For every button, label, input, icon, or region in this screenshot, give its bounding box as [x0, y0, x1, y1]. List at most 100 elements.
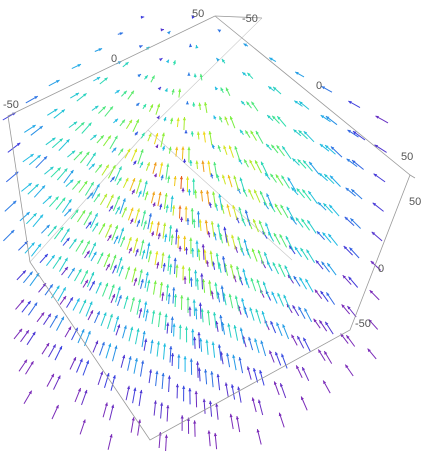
vector-arrowhead	[30, 154, 34, 158]
vector-arrowhead	[275, 351, 279, 356]
vector-arrowhead	[347, 306, 351, 310]
vector-arrowhead	[27, 300, 31, 305]
vector-arrowhead	[280, 383, 283, 387]
vector-arrowhead	[327, 263, 331, 267]
vector-arrowhead	[136, 102, 140, 107]
vector-arrowhead	[224, 382, 228, 386]
vector-arrowhead	[330, 175, 334, 179]
vector-arrowhead	[313, 318, 317, 323]
vector-arrowhead	[107, 135, 111, 139]
vector-arrowhead	[166, 163, 170, 167]
vector-arrowhead	[100, 371, 104, 375]
vector-arrowhead	[114, 118, 118, 123]
vector-arrowhead	[66, 139, 70, 143]
vector-arrowhead	[151, 75, 155, 79]
vector-arrowhead	[156, 341, 160, 345]
vector-arrowhead	[39, 214, 44, 219]
tick-label-c-neg50: -50	[355, 318, 371, 330]
vector-arrowhead	[191, 248, 195, 252]
vector-arrowhead	[308, 191, 312, 195]
vector-arrowhead	[306, 249, 310, 254]
vector-arrowhead	[130, 207, 134, 212]
vector-arrowhead	[198, 302, 202, 306]
vector-arrowhead	[242, 72, 246, 76]
vector-arrowhead	[155, 144, 158, 149]
vector-arrowhead	[113, 147, 117, 152]
vector-arrowhead	[91, 280, 95, 285]
vector-arrowhead	[227, 174, 231, 179]
vector-arrowhead	[123, 90, 127, 95]
vector-arrowhead	[134, 148, 137, 153]
vector-arrowhead	[169, 225, 173, 229]
vector-arrowhead	[190, 131, 194, 135]
vector-arrowhead	[68, 326, 72, 331]
vector-arrowhead	[181, 187, 185, 192]
vector-arrowhead	[122, 354, 126, 359]
vector-arrowhead	[257, 399, 261, 404]
vector-arrowhead	[53, 225, 57, 230]
vector-arrowhead	[239, 129, 244, 134]
vector-arrowhead	[219, 116, 223, 120]
vector-arrowhead	[55, 405, 59, 409]
vector-arrowhead	[139, 308, 143, 312]
vector-arrowhead	[195, 45, 199, 49]
vector-arrowhead	[299, 277, 303, 281]
vector-arrowhead	[161, 252, 165, 256]
vector-arrowhead	[317, 202, 322, 206]
vector-arrowhead	[182, 385, 186, 389]
vector-arrowhead	[170, 117, 174, 122]
vector-arrowhead	[77, 180, 81, 184]
vector-arrowhead	[202, 131, 206, 135]
vector-arrowhead	[94, 105, 99, 109]
vector-arrowhead	[259, 370, 263, 374]
vector-arrowhead	[187, 72, 191, 76]
vector-arrowhead	[134, 131, 138, 136]
vector-arrowhead	[220, 285, 224, 289]
vector-arrowhead	[148, 213, 152, 217]
vector-arrowhead	[234, 146, 238, 150]
vector-arrowhead	[207, 430, 211, 434]
vector-arrowhead	[297, 336, 301, 340]
vector-arrowhead	[96, 183, 100, 188]
vector-arrowhead	[98, 281, 102, 286]
vector-arrowhead	[237, 236, 241, 240]
vector-arrowhead	[277, 293, 281, 297]
vector-arrowhead	[279, 234, 283, 238]
vector-arrowhead	[186, 296, 190, 301]
vector-arrowhead	[319, 144, 324, 148]
vector-arrowhead	[233, 175, 237, 180]
vector-arrowhead	[194, 307, 198, 311]
vector-arrowhead	[342, 275, 346, 279]
vector-arrowhead	[122, 198, 126, 202]
vector-arrowhead	[157, 86, 161, 91]
vector-arrowhead	[161, 132, 165, 137]
vector-arrowhead	[225, 87, 229, 92]
vector-arrowhead	[215, 321, 219, 325]
vector-arrowhead	[265, 222, 269, 227]
vector-arrowhead	[159, 203, 163, 208]
vector-arrowhead	[143, 104, 147, 108]
vector-arrowhead	[75, 209, 79, 213]
vector-arrowhead	[84, 389, 88, 394]
vector-arrowhead	[41, 312, 45, 316]
vector-arrowhead	[281, 353, 285, 358]
vector-arrowhead	[128, 247, 132, 252]
vector-arrowhead	[215, 253, 219, 257]
vector-arrowhead	[314, 289, 318, 293]
vector-arrowhead	[318, 173, 323, 177]
vector-arrowhead	[98, 164, 102, 168]
vector-arrowhead	[189, 277, 193, 281]
vector-arrowhead	[78, 268, 82, 273]
vector-arrowhead	[266, 144, 270, 148]
vector-arrowhead	[74, 327, 78, 332]
vector-arrowhead	[222, 174, 226, 179]
tick-label-a-neg50: -50	[3, 99, 19, 111]
vector-arrowhead	[136, 119, 139, 123]
vector-arrowhead	[138, 298, 142, 303]
vector-arrowhead	[179, 176, 183, 180]
vector-arrowhead	[274, 203, 278, 208]
vector-arrowhead	[194, 189, 198, 193]
vector-arrowhead	[161, 372, 165, 377]
vector-arrowhead	[115, 225, 118, 229]
vector-arrowhead	[111, 176, 115, 181]
